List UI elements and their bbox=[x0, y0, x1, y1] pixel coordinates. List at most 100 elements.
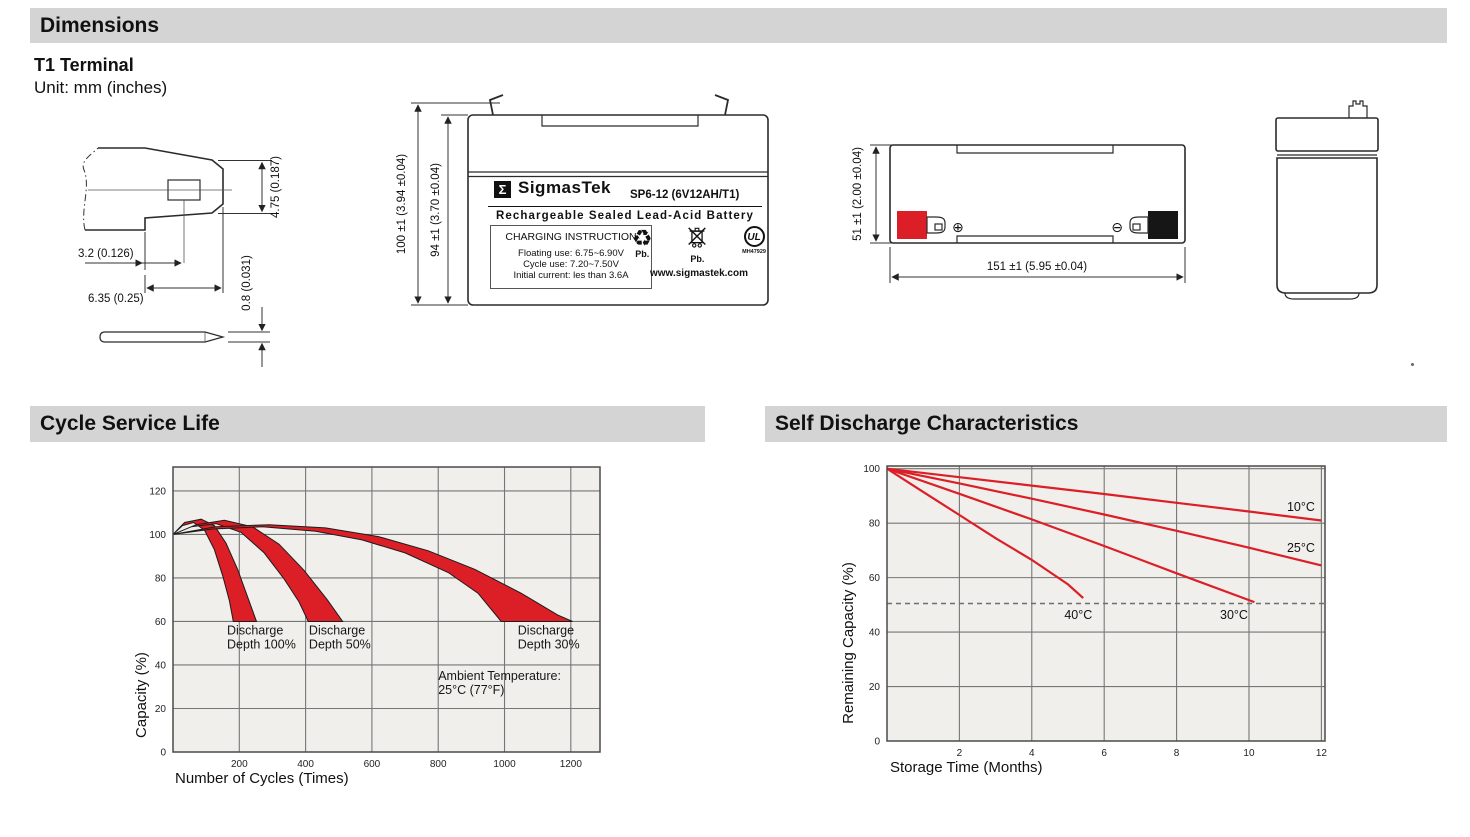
section-header-cycle-service-life: Cycle Service Life bbox=[30, 406, 705, 442]
ul-letters: UL bbox=[747, 232, 761, 243]
section-title: Self Discharge Characteristics bbox=[775, 412, 1079, 435]
band-discharge-depth-30 bbox=[172, 524, 573, 622]
crossed-bin-icon bbox=[688, 227, 707, 248]
dim-length: 151 ±1 (5.95 ±0.04) bbox=[987, 261, 1087, 273]
dim-thickness: 0.8 (0.031) bbox=[241, 255, 253, 311]
ul-file-number: MH47929 bbox=[742, 249, 766, 255]
section-title: Cycle Service Life bbox=[40, 412, 220, 435]
x-tick-label: 6 bbox=[1101, 748, 1107, 759]
top-recess bbox=[956, 145, 1114, 154]
x-tick-label: 2 bbox=[957, 748, 963, 759]
chart-annotation: Discharge Depth 100% bbox=[227, 624, 296, 652]
y-tick-label: 0 bbox=[874, 737, 880, 748]
front-view-drawing: 100 ±1 (3.94 ±0.04) 94 ±1 (3.70 ±0.04) bbox=[396, 94, 769, 306]
charging-title: CHARGING INSTRUCTION bbox=[505, 231, 637, 243]
unit-note: Unit: mm (inches) bbox=[34, 78, 168, 97]
break-line bbox=[82, 147, 99, 231]
series-label-10-c: 10°C bbox=[1287, 500, 1315, 514]
x-tick-label: 10 bbox=[1243, 748, 1255, 759]
positive-blade-slot bbox=[934, 223, 943, 231]
series-label-25-c: 25°C bbox=[1287, 541, 1315, 555]
dim-blade-height: 4.75 (0.187) bbox=[270, 156, 282, 218]
charging-instruction-box: CHARGING INSTRUCTION Floating use: 6.75~… bbox=[490, 225, 652, 289]
battery-case-top bbox=[889, 144, 1186, 244]
negative-terminal-black bbox=[1148, 211, 1178, 239]
charging-line: Initial current: les than 3.6A bbox=[513, 270, 629, 281]
negative-blade-slot bbox=[1132, 223, 1141, 231]
y-tick-label: 0 bbox=[160, 748, 166, 759]
sigmastek-logo-icon: Σ bbox=[494, 181, 511, 198]
bottom-recess bbox=[956, 235, 1114, 243]
series-line-25-c bbox=[886, 467, 1322, 567]
y-tick-label: 100 bbox=[863, 464, 880, 475]
positive-blade bbox=[926, 216, 946, 234]
section-header-self-discharge: Self Discharge Characteristics bbox=[765, 406, 1447, 442]
y-tick-label: 20 bbox=[869, 682, 881, 693]
series-label-40-c: 40°C bbox=[1064, 608, 1092, 622]
dim-case-height: 94 ±1 (3.70 ±0.04) bbox=[430, 163, 442, 257]
y-tick-label: 80 bbox=[869, 519, 881, 530]
crossed-bin-pb-icon: Pb. bbox=[687, 226, 707, 264]
series-line-30-c bbox=[886, 467, 1255, 604]
section-header-dimensions: Dimensions bbox=[30, 8, 1447, 43]
series-line-40-c bbox=[886, 467, 1084, 599]
negative-blade bbox=[1129, 216, 1149, 234]
dim-hole-offset: 3.2 (0.126) bbox=[78, 248, 134, 260]
recycle-icon: ♻ bbox=[632, 225, 653, 251]
y-tick-label: 40 bbox=[155, 660, 167, 671]
battery-label: Σ SigmasTek SP6-12 (6V12AH/T1) Rechargea… bbox=[480, 175, 770, 297]
brand-name: SigmasTek bbox=[518, 178, 612, 197]
y-tick-label: 20 bbox=[155, 704, 167, 715]
section-title: Dimensions bbox=[40, 14, 160, 37]
end-terminal-bump bbox=[1348, 100, 1368, 118]
y-tick-label: 60 bbox=[155, 617, 167, 628]
battery-type-line: Rechargeable Sealed Lead-Acid Battery bbox=[495, 210, 754, 222]
y-axis-label: Capacity (%) bbox=[133, 652, 150, 738]
chart-annotation: Discharge Depth 50% bbox=[309, 624, 371, 652]
y-tick-label: 80 bbox=[155, 573, 167, 584]
end-body bbox=[1276, 157, 1378, 294]
negative-symbol: ⊖ bbox=[1111, 219, 1123, 235]
positive-terminal-red bbox=[897, 211, 927, 239]
charging-line: Floating use: 6.75~6.90V bbox=[518, 248, 624, 259]
end-base-feet bbox=[1284, 292, 1360, 300]
x-tick-label: 200 bbox=[231, 759, 248, 770]
top-view-drawing: 51 ±1 (2.00 ±0.04) ⊕ ⊖ 151 ±1 (5.95 ±0.0… bbox=[852, 144, 1186, 283]
model-number: SP6-12 (6V12AH/T1) bbox=[630, 189, 740, 201]
positive-symbol: ⊕ bbox=[952, 219, 964, 235]
y-axis-label: Remaining Capacity (%) bbox=[840, 562, 857, 724]
recycle-caption: Pb. bbox=[635, 249, 650, 259]
x-tick-label: 1200 bbox=[560, 759, 583, 770]
chart-annotation: Discharge Depth 30% bbox=[518, 624, 580, 652]
battery-case-front bbox=[467, 114, 769, 306]
chart-annotation: Ambient Temperature: 25°C (77°F) bbox=[438, 669, 561, 697]
bin-caption: Pb. bbox=[690, 254, 705, 264]
terminal-detail-drawing: 4.75 (0.187) 3.2 (0.126) 6.35 (0.25) 0.8… bbox=[78, 147, 282, 367]
compliance-icons: ♻ Pb. Pb. UL MH47929 bbox=[632, 226, 766, 264]
ul-mark-icon: UL MH47929 bbox=[742, 226, 766, 255]
x-tick-label: 400 bbox=[297, 759, 314, 770]
x-tick-label: 1000 bbox=[493, 759, 516, 770]
dim-blade-length: 6.35 (0.25) bbox=[88, 293, 144, 305]
dim-overall-height: 100 ±1 (3.94 ±0.04) bbox=[396, 154, 408, 254]
website-url: www.sigmastek.com bbox=[650, 268, 748, 279]
lid-recess bbox=[541, 115, 699, 127]
series-label-30-c: 30°C bbox=[1220, 608, 1248, 622]
x-tick-label: 8 bbox=[1174, 748, 1180, 759]
terminal-type-title: T1 Terminal bbox=[34, 55, 134, 75]
stray-dot bbox=[1411, 363, 1414, 366]
y-tick-label: 60 bbox=[869, 573, 881, 584]
x-tick-label: 600 bbox=[364, 759, 381, 770]
terminal-edge-view bbox=[99, 331, 226, 343]
y-tick-label: 100 bbox=[149, 530, 166, 541]
x-axis-label: Storage Time (Months) bbox=[890, 759, 1043, 776]
self-discharge-chart: 10°C 25°C 30°C 40°C 2 4 6 8 10 12 0 20 40 60 80 100 Stor… bbox=[840, 464, 1327, 776]
end-lid bbox=[1275, 117, 1379, 152]
charging-line: Cycle use: 7.20~7.50V bbox=[523, 259, 619, 270]
series-line-10-c bbox=[886, 467, 1322, 522]
terminal-blade-profile bbox=[85, 147, 224, 231]
x-axis-label: Number of Cycles (Times) bbox=[175, 770, 349, 787]
end-view-drawing bbox=[1275, 100, 1379, 300]
terminal-pin-left bbox=[488, 94, 504, 116]
